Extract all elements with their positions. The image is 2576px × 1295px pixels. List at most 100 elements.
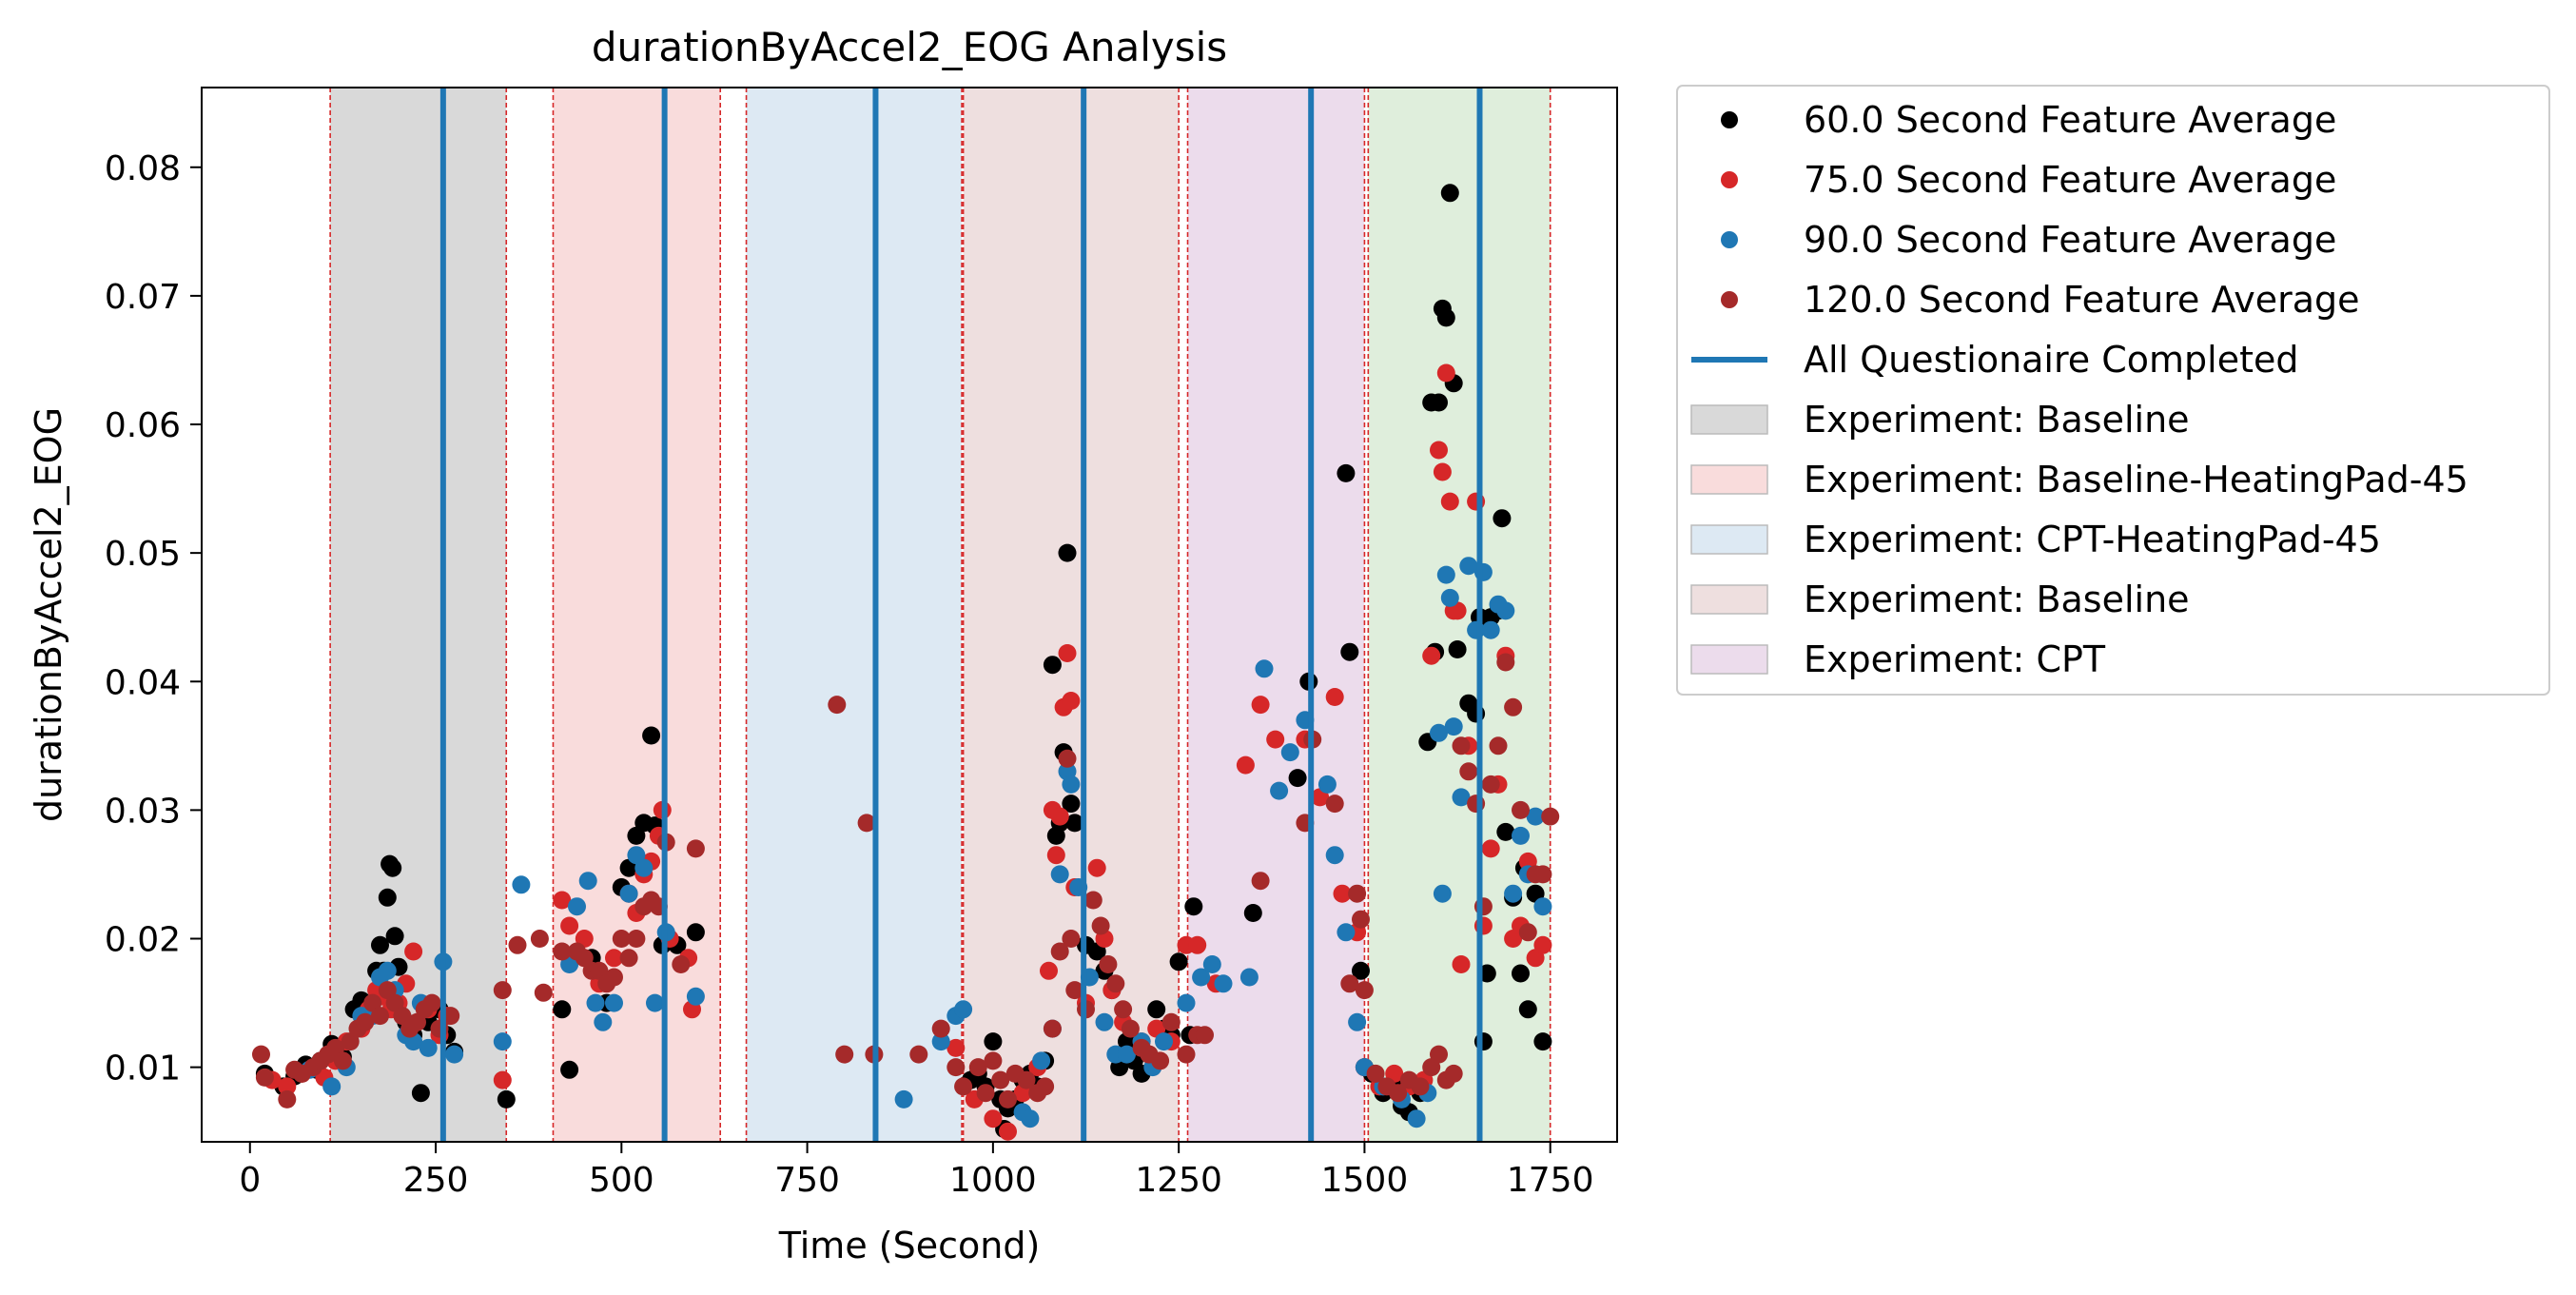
- data-point: [605, 968, 623, 987]
- legend-patch: [1690, 404, 1768, 435]
- data-point: [1541, 807, 1560, 826]
- data-point: [1266, 730, 1285, 749]
- questionnaire-lines: [439, 88, 1483, 1142]
- data-point: [1251, 696, 1270, 715]
- data-point: [560, 1060, 579, 1079]
- legend-entry: Experiment: Baseline: [1690, 399, 2190, 441]
- data-point: [686, 839, 705, 858]
- data-point: [1184, 897, 1203, 916]
- data-point: [560, 916, 579, 935]
- data-point: [1366, 1064, 1385, 1083]
- data-point: [378, 961, 397, 980]
- data-point: [1481, 839, 1500, 858]
- data-point: [605, 949, 623, 968]
- data-point: [984, 1051, 1003, 1070]
- data-point: [1062, 795, 1081, 814]
- data-point: [553, 891, 572, 910]
- data-point: [1091, 916, 1110, 935]
- data-point: [1512, 964, 1530, 983]
- chart-title: durationByAccel2_EOG Analysis: [592, 24, 1227, 70]
- data-point: [1407, 1109, 1426, 1128]
- legend-marker: [1721, 111, 1738, 128]
- data-point: [1099, 955, 1118, 973]
- data-point: [1352, 961, 1370, 980]
- experiment-spans: [330, 88, 1551, 1142]
- data-point: [1151, 1051, 1170, 1070]
- data-point: [497, 1089, 516, 1109]
- data-point: [931, 1019, 950, 1038]
- data-point: [1236, 755, 1255, 775]
- data-point: [1459, 762, 1478, 781]
- data-point: [672, 955, 691, 973]
- data-point: [1422, 646, 1441, 665]
- data-point: [371, 1007, 389, 1026]
- data-point: [1046, 846, 1065, 865]
- data-point: [1058, 644, 1077, 662]
- y-tick-label: 0.05: [105, 535, 181, 574]
- data-point: [1436, 363, 1455, 383]
- legend-label: Experiment: Baseline-HeatingPad-45: [1804, 459, 2469, 500]
- data-point: [1430, 723, 1448, 742]
- data-point: [1452, 955, 1471, 973]
- data-point: [508, 935, 527, 954]
- data-point: [1444, 717, 1463, 736]
- y-tick-label: 0.08: [105, 149, 181, 188]
- legend-marker: [1721, 171, 1738, 188]
- experiment-span: [963, 88, 1180, 1142]
- data-point: [1493, 509, 1512, 528]
- data-point: [1065, 814, 1084, 833]
- y-tick-label: 0.03: [105, 792, 181, 831]
- legend-entry: Experiment: CPT: [1690, 638, 2106, 680]
- data-point: [1433, 462, 1452, 481]
- data-point: [594, 1012, 613, 1031]
- x-tick-label: 1500: [1321, 1161, 1409, 1200]
- data-point: [686, 987, 705, 1006]
- data-point: [1337, 463, 1356, 482]
- legend-entry: Experiment: CPT-HeatingPad-45: [1690, 519, 2381, 560]
- data-point: [1325, 846, 1344, 865]
- legend-label: All Questionaire Completed: [1804, 339, 2299, 381]
- data-point: [1436, 565, 1455, 584]
- data-point: [1440, 588, 1459, 607]
- legend-label: Experiment: Baseline: [1804, 579, 2190, 620]
- data-point: [835, 1045, 854, 1064]
- data-point: [634, 858, 654, 877]
- data-point: [1083, 891, 1103, 910]
- data-point: [1243, 904, 1262, 922]
- data-point: [946, 1038, 966, 1057]
- data-point: [1533, 935, 1552, 954]
- data-point: [1504, 697, 1523, 716]
- y-tick-label: 0.01: [105, 1050, 181, 1089]
- data-point: [619, 949, 638, 968]
- scatter-points: [252, 184, 1560, 1141]
- data-point: [1043, 1019, 1062, 1038]
- data-point: [646, 993, 664, 1012]
- data-point: [894, 1089, 913, 1109]
- data-point: [1325, 795, 1344, 814]
- data-point: [422, 993, 441, 1012]
- data-point: [278, 1077, 297, 1096]
- data-point: [1481, 620, 1500, 639]
- data-point: [1177, 1045, 1196, 1064]
- data-point: [1496, 822, 1515, 841]
- data-point: [512, 875, 531, 894]
- data-point: [568, 897, 586, 916]
- data-point: [1411, 1077, 1430, 1096]
- data-point: [954, 1077, 973, 1096]
- data-point: [1255, 659, 1274, 678]
- data-point: [378, 888, 397, 907]
- data-point: [857, 814, 876, 833]
- data-point: [333, 1051, 352, 1070]
- legend-frame: [1676, 85, 2550, 696]
- data-point: [1477, 964, 1496, 983]
- data-point: [1043, 656, 1062, 675]
- data-point: [1169, 952, 1188, 971]
- legend-patch: [1690, 464, 1768, 495]
- data-point: [1333, 884, 1352, 903]
- data-point: [976, 1084, 995, 1103]
- data-point: [1440, 492, 1459, 511]
- data-point: [1340, 974, 1359, 993]
- data-point: [1430, 393, 1448, 412]
- data-point: [383, 858, 402, 877]
